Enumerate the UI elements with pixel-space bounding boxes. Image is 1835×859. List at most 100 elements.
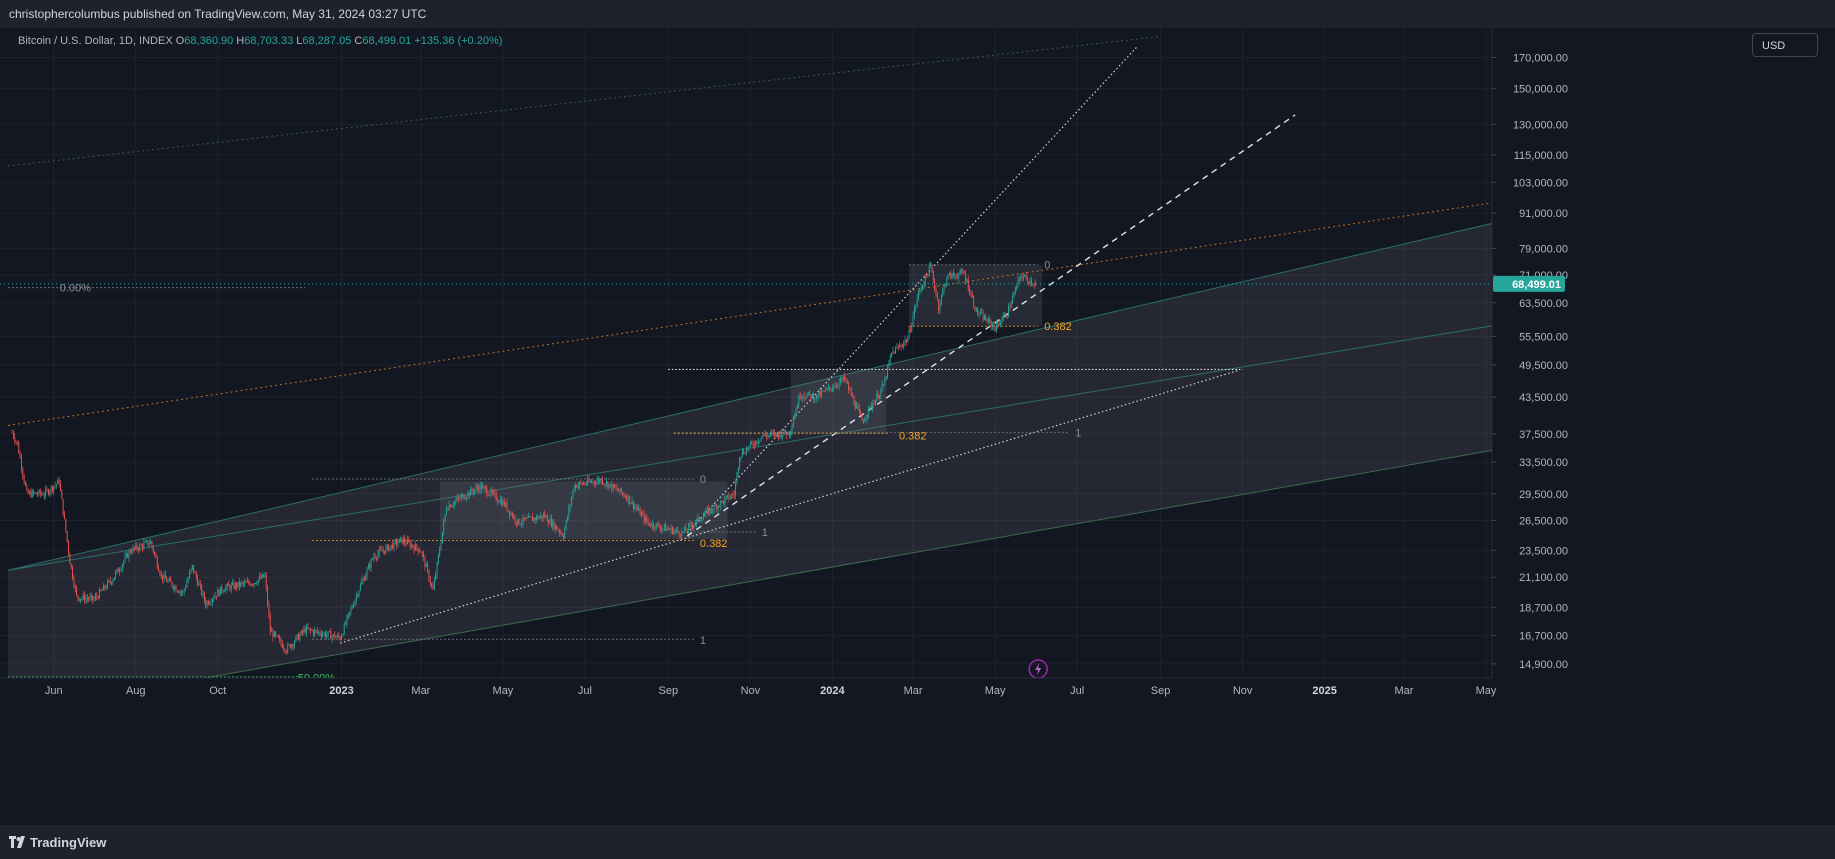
candle-body — [879, 395, 880, 399]
candle-body — [416, 544, 418, 549]
candle-body — [521, 523, 523, 525]
candle-body — [840, 378, 841, 382]
candle-body — [596, 481, 598, 484]
candle-body — [541, 515, 543, 519]
candle-body — [909, 329, 911, 331]
candle-body — [639, 508, 641, 516]
candle-body — [729, 497, 731, 500]
candle-body — [343, 623, 345, 635]
candle-body — [304, 629, 306, 633]
candle-body — [533, 517, 535, 521]
candle-body — [694, 523, 696, 525]
candle-body — [54, 485, 56, 487]
candle-body — [1006, 316, 1008, 318]
candle-body — [47, 489, 49, 494]
candle-body — [723, 500, 724, 504]
candle-body — [630, 502, 632, 504]
candle-body — [328, 631, 330, 633]
candle-body — [127, 553, 129, 558]
candle-body — [256, 583, 258, 585]
candle-body — [89, 596, 91, 600]
candle-body — [347, 613, 349, 617]
candle-body — [1000, 322, 1001, 326]
candle-body — [229, 585, 231, 590]
open-label: O — [175, 35, 185, 47]
candle-body — [673, 530, 675, 534]
candle-body — [163, 574, 165, 580]
candle-body — [912, 315, 914, 325]
candle-body — [287, 644, 289, 653]
candle-body — [417, 548, 419, 552]
candle-body — [168, 579, 170, 581]
plot-area[interactable]: 0.00% 50.00% 0 1 0.382 1 0.382 1 0 0.382 — [0, 35, 1547, 712]
candle-body — [111, 582, 113, 584]
candle-body — [342, 634, 344, 637]
candle-body — [992, 324, 993, 327]
price-tick-label: 115,000.00 — [1514, 150, 1568, 162]
candle-body — [745, 448, 747, 454]
candle-body — [11, 432, 13, 433]
candle-body — [577, 485, 579, 488]
candle-body — [300, 630, 302, 635]
orange-trend-line — [7, 202, 1492, 427]
range-box-2023 — [439, 481, 728, 540]
lightning-icon — [1028, 659, 1048, 678]
candle-body — [934, 280, 936, 290]
candle-body — [546, 515, 548, 522]
currency-button[interactable]: USD — [1752, 33, 1818, 57]
symbol-name[interactable]: Bitcoin / U.S. Dollar, 1D, INDEX — [18, 35, 173, 47]
candle-body — [838, 381, 840, 386]
candle-body — [299, 634, 301, 640]
price-chart[interactable]: 0.00% 50.00% 0 1 0.382 1 0.382 1 0 0.382 170,000.0… — [0, 28, 1835, 825]
candle-body — [463, 494, 465, 500]
candle-body — [450, 504, 451, 508]
candle-body — [76, 587, 78, 596]
candle-body — [532, 517, 533, 521]
candle-body — [12, 432, 14, 437]
price-tick-label: 33,500.00 — [1519, 457, 1568, 469]
candle-body — [581, 482, 583, 485]
candle-body — [948, 273, 950, 275]
candle-body — [150, 541, 152, 544]
candle-body — [80, 598, 82, 601]
candle-body — [265, 575, 267, 588]
candle-body — [755, 440, 757, 446]
candle-body — [14, 436, 16, 442]
candle-body — [810, 394, 812, 399]
candle-body — [905, 339, 907, 343]
candle-body — [142, 545, 143, 549]
candle-body — [272, 631, 274, 638]
candle-body — [1031, 280, 1032, 285]
candle-body — [482, 486, 484, 490]
candle-body — [1022, 277, 1024, 279]
candle-body — [337, 635, 338, 637]
candle-body — [296, 634, 298, 637]
candle-body — [60, 484, 61, 491]
candle-body — [585, 483, 587, 485]
candle-body — [232, 582, 234, 585]
candle-body — [216, 595, 217, 597]
candle-body — [752, 443, 754, 446]
time-tick-label: May — [1476, 685, 1497, 697]
candle-body — [908, 329, 910, 339]
candle-body — [90, 595, 92, 597]
candle-body — [27, 490, 29, 494]
candle-body — [206, 601, 208, 606]
candle-body — [128, 550, 130, 558]
candle-body — [528, 516, 529, 519]
candle-body — [264, 575, 266, 577]
candle-body — [826, 388, 828, 390]
candle-body — [576, 485, 578, 488]
candle-body — [880, 389, 882, 396]
white-trend-steep-line — [686, 45, 1139, 534]
candle-body — [420, 551, 422, 553]
candle-body — [978, 314, 980, 315]
candle-body — [211, 599, 213, 603]
candle-body — [858, 407, 860, 413]
price-tick-label: 150,000.00 — [1513, 84, 1568, 96]
candle-body — [930, 264, 932, 266]
candle-body — [248, 581, 250, 584]
candle-body — [1018, 277, 1020, 280]
candle-body — [658, 524, 660, 528]
candle-body — [224, 590, 225, 592]
